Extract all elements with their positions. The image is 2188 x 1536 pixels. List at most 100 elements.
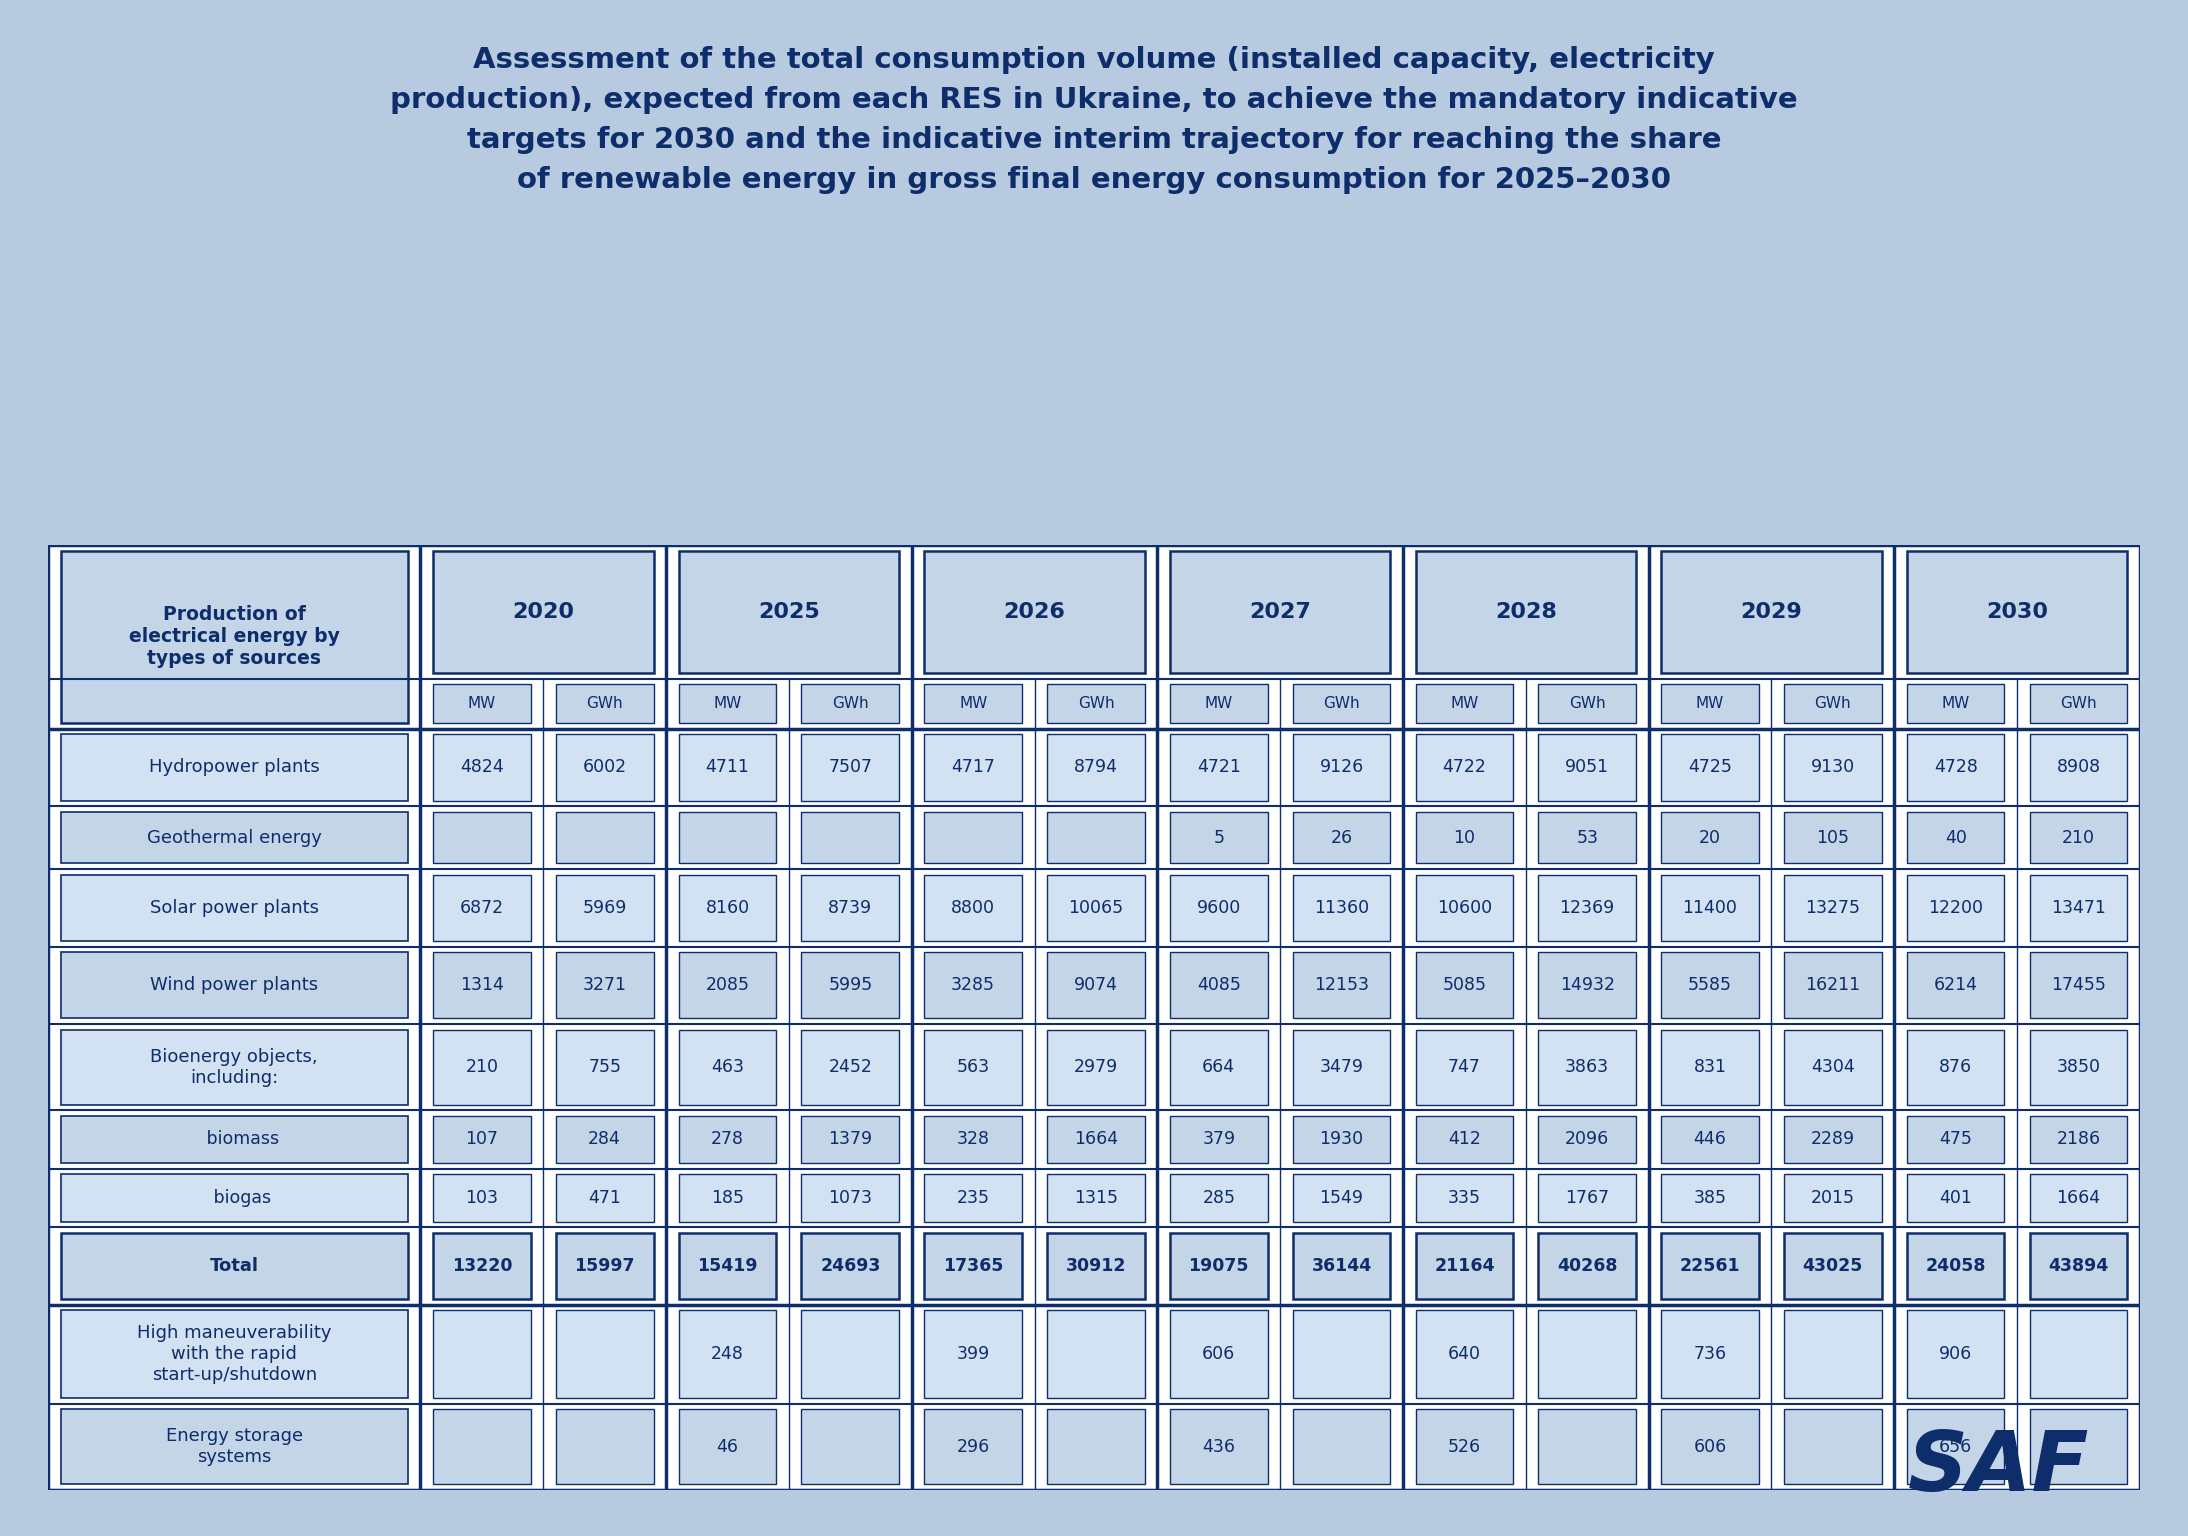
Text: 4728: 4728 <box>1934 759 1978 776</box>
Bar <box>433 551 654 673</box>
Text: Wind power plants: Wind power plants <box>151 977 319 994</box>
Bar <box>61 874 407 942</box>
Bar <box>1171 1410 1267 1484</box>
Bar <box>923 952 1022 1018</box>
Text: GWh: GWh <box>586 696 624 711</box>
Bar <box>1048 685 1144 723</box>
Text: 43894: 43894 <box>2048 1256 2109 1275</box>
Text: 5: 5 <box>1214 828 1225 846</box>
Bar <box>678 685 777 723</box>
Bar <box>433 813 532 863</box>
Bar <box>1171 551 1389 673</box>
Text: 606: 606 <box>1694 1438 1726 1456</box>
Text: 2979: 2979 <box>1074 1058 1118 1077</box>
Bar <box>2030 952 2127 1018</box>
Text: GWh: GWh <box>2061 696 2096 711</box>
Text: 9051: 9051 <box>1564 759 1608 776</box>
Bar <box>433 1310 532 1398</box>
Text: 2028: 2028 <box>1494 602 1556 622</box>
Bar <box>1783 952 1882 1018</box>
Bar <box>678 1310 777 1398</box>
Text: 401: 401 <box>1939 1189 1971 1207</box>
Bar <box>801 1029 899 1104</box>
Bar <box>556 813 654 863</box>
Bar <box>1416 1115 1514 1163</box>
Bar <box>433 1233 532 1299</box>
Text: High maneuverability
with the rapid
start-up/shutdown: High maneuverability with the rapid star… <box>138 1324 333 1384</box>
Text: 12153: 12153 <box>1315 977 1370 994</box>
Text: 446: 446 <box>1694 1130 1726 1149</box>
Bar <box>61 734 407 800</box>
Bar <box>1661 1233 1759 1299</box>
Bar <box>61 551 407 723</box>
Bar <box>678 734 777 800</box>
Text: 5085: 5085 <box>1442 977 1486 994</box>
Bar <box>1783 1410 1882 1484</box>
Text: MW: MW <box>1206 696 1232 711</box>
Text: 412: 412 <box>1448 1130 1481 1149</box>
Text: 185: 185 <box>711 1189 744 1207</box>
Bar <box>433 952 532 1018</box>
Text: 2020: 2020 <box>512 602 573 622</box>
Text: 22561: 22561 <box>1680 1256 1739 1275</box>
Text: Assessment of the total consumption volume (installed capacity, electricity
prod: Assessment of the total consumption volu… <box>389 46 1799 195</box>
Text: 10065: 10065 <box>1068 899 1122 917</box>
Bar <box>1293 1115 1389 1163</box>
Bar <box>678 1175 777 1221</box>
Bar <box>61 1115 407 1163</box>
Bar <box>433 874 532 942</box>
Text: 8794: 8794 <box>1074 759 1118 776</box>
Bar <box>801 952 899 1018</box>
Text: 284: 284 <box>589 1130 621 1149</box>
Bar <box>1538 952 1637 1018</box>
FancyBboxPatch shape <box>24 535 2164 1501</box>
Bar <box>61 1175 407 1221</box>
Text: 21164: 21164 <box>1433 1256 1494 1275</box>
Bar <box>1293 734 1389 800</box>
Bar <box>1783 734 1882 800</box>
Text: 8908: 8908 <box>2057 759 2100 776</box>
Bar <box>1171 734 1267 800</box>
Bar <box>556 1115 654 1163</box>
Text: 19075: 19075 <box>1188 1256 1249 1275</box>
Bar <box>1416 551 1637 673</box>
Text: 15997: 15997 <box>575 1256 635 1275</box>
Text: 379: 379 <box>1201 1130 1236 1149</box>
Bar <box>801 1115 899 1163</box>
Text: 20: 20 <box>1700 828 1722 846</box>
Bar <box>1661 685 1759 723</box>
Text: 285: 285 <box>1201 1189 1236 1207</box>
Text: MW: MW <box>958 696 987 711</box>
Text: 475: 475 <box>1939 1130 1971 1149</box>
Text: 4085: 4085 <box>1197 977 1241 994</box>
Text: 1930: 1930 <box>1319 1130 1363 1149</box>
Bar <box>556 1310 654 1398</box>
Bar <box>1538 813 1637 863</box>
Text: 1379: 1379 <box>829 1130 873 1149</box>
Bar <box>1783 1233 1882 1299</box>
Text: 105: 105 <box>1816 828 1849 846</box>
Bar <box>1416 685 1514 723</box>
Bar <box>678 952 777 1018</box>
Bar <box>2030 734 2127 800</box>
Text: 2085: 2085 <box>705 977 750 994</box>
Bar <box>556 874 654 942</box>
Bar <box>923 551 1144 673</box>
Text: 471: 471 <box>589 1189 621 1207</box>
Bar <box>801 1175 899 1221</box>
Bar <box>1906 1175 2004 1221</box>
Text: biogas: biogas <box>197 1189 271 1207</box>
Bar <box>1171 1115 1267 1163</box>
Text: 13471: 13471 <box>2050 899 2105 917</box>
Text: GWh: GWh <box>1569 696 1606 711</box>
Text: 2027: 2027 <box>1249 602 1311 622</box>
Text: 2030: 2030 <box>1987 602 2048 622</box>
Bar <box>678 1410 777 1484</box>
Bar <box>1783 1310 1882 1398</box>
Text: Hydropower plants: Hydropower plants <box>149 759 319 776</box>
Text: MW: MW <box>1696 696 1724 711</box>
Text: 8800: 8800 <box>952 899 996 917</box>
Bar <box>1293 1233 1389 1299</box>
Text: 7507: 7507 <box>829 759 873 776</box>
Text: MW: MW <box>468 696 497 711</box>
